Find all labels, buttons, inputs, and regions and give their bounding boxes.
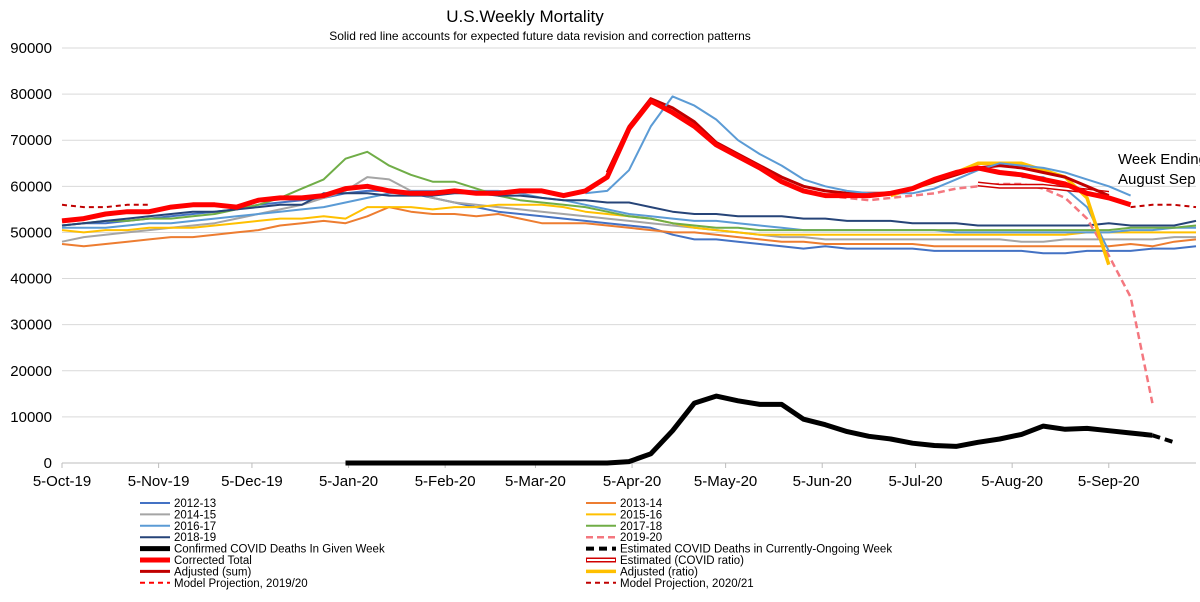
annotation-line-2: August Sep 1 [1118, 171, 1200, 188]
y-gridlines [62, 47, 1196, 464]
legend-item-corrected-total: Corrected Total [140, 555, 252, 567]
legend-item-model-projection-2020-21: Model Projection, 2020/21 [586, 578, 754, 590]
chart-title: U.S.Weekly Mortality [446, 7, 604, 26]
series-lines [61, 95, 1197, 466]
legend-item-estimated-covid-deaths-in-currently-ongoing-week: Estimated COVID Deaths in Currently-Ongo… [586, 544, 892, 556]
y-tick-label: 80000 [10, 86, 52, 103]
series-adjusted-sum [605, 97, 1110, 197]
legend-label: 2019-20 [620, 532, 662, 544]
x-tick-label: 5-May-20 [694, 473, 757, 490]
series-2013-14 [61, 206, 1197, 248]
y-axis-ticks: 0 10000 20000 30000 40000 50000 60000 70000 8000… [10, 40, 52, 472]
y-tick-label: 10000 [10, 409, 52, 426]
legend-label: Estimated (COVID ratio) [620, 555, 744, 567]
legend-label: 2017-18 [620, 521, 662, 533]
y-tick-label: 70000 [10, 132, 52, 149]
series-corrected-total [61, 98, 1132, 224]
series-2017-18 [61, 150, 1197, 232]
legend-item-2012-13: 2012-13 [140, 498, 216, 510]
series-2019-20 [61, 99, 1154, 404]
series-2018-19 [61, 192, 1197, 227]
x-tick-label: 5-Feb-20 [415, 473, 476, 490]
series-corrected-total-blue-shadow [585, 95, 1131, 197]
legend-label: Adjusted (sum) [174, 566, 252, 578]
x-tick-label: 5-Nov-19 [128, 473, 190, 490]
series-model-projection-2020-21 [61, 203, 150, 209]
x-tick-label: 5-Jun-20 [793, 473, 852, 490]
legend-item-2015-16: 2015-16 [586, 509, 662, 521]
y-tick-label: 40000 [10, 271, 52, 288]
legend-label: 2012-13 [174, 498, 216, 510]
legend-item-estimated-covid-ratio: Estimated (COVID ratio) [586, 555, 744, 567]
x-tick-label: 5-Apr-20 [603, 473, 661, 490]
y-tick-label: 20000 [10, 363, 52, 380]
legend-item-confirmed-covid-deaths-in-given-week: Confirmed COVID Deaths In Given Week [140, 544, 385, 556]
legend-label: 2013-14 [620, 498, 663, 510]
legend: 2012-13 2013-14 2014-15 2015-16 2016-17 2017-… [140, 498, 892, 590]
legend-label: Adjusted (ratio) [620, 566, 698, 578]
legend-label: Estimated COVID Deaths in Currently-Ongo… [620, 544, 892, 556]
x-tick-label: 5-Mar-20 [505, 473, 566, 490]
y-tick-label: 60000 [10, 178, 52, 195]
legend-label: Model Projection, 2020/21 [620, 578, 754, 590]
x-tick-label: 5-Jul-20 [888, 473, 942, 490]
legend-item-2016-17: 2016-17 [140, 521, 216, 533]
legend-item-2019-20: 2019-20 [586, 532, 662, 544]
legend-label: 2018-19 [174, 532, 216, 544]
legend-item-2018-19: 2018-19 [140, 532, 216, 544]
legend-label: 2015-16 [620, 509, 662, 521]
x-tick-label: 5-Dec-19 [221, 473, 283, 490]
x-tick-label: 5-Oct-19 [33, 473, 91, 490]
legend-label: 2014-15 [174, 509, 216, 521]
x-tick-label: 5-Jan-20 [319, 473, 378, 490]
y-tick-label: 30000 [10, 317, 52, 334]
legend-label: Confirmed COVID Deaths In Given Week [174, 544, 385, 556]
legend-item-2017-18: 2017-18 [586, 521, 662, 533]
legend-item-2014-15: 2014-15 [140, 509, 216, 521]
legend-item-adjusted-ratio: Adjusted (ratio) [586, 566, 698, 578]
y-tick-label: 90000 [10, 40, 52, 57]
y-tick-label: 0 [44, 455, 52, 472]
legend-label: Corrected Total [174, 555, 252, 567]
series-model-projection-2020-21-segment [1130, 203, 1197, 209]
legend-item-adjusted-sum: Adjusted (sum) [140, 566, 252, 578]
series-2012-13 [61, 189, 1197, 255]
x-tick-label: 5-Sep-20 [1078, 473, 1140, 490]
chart-subtitle: Solid red line accounts for expected fut… [329, 29, 751, 43]
y-tick-label: 50000 [10, 224, 52, 241]
annotation-line-1: Week Ending [1118, 151, 1200, 168]
series-confirmed-covid-deaths-in-given-week [345, 393, 1153, 466]
legend-label: 2016-17 [174, 521, 216, 533]
legend-label: Model Projection, 2019/20 [174, 578, 308, 590]
x-tick-label: 5-Aug-20 [981, 473, 1043, 490]
series-2016-17 [62, 189, 1196, 234]
x-axis-ticks: 5-Oct-19 5-Nov-19 5-Dec-19 5-Jan-20 5-Feb-20… [33, 463, 1140, 490]
legend-item-2013-14: 2013-14 [586, 498, 663, 510]
series-estimated-covid-deaths-in-currently-ongoing-week [1151, 433, 1175, 445]
legend-item-model-projection-2019-20: Model Projection, 2019/20 [140, 578, 308, 590]
